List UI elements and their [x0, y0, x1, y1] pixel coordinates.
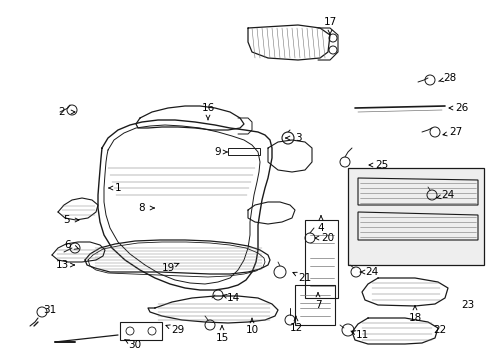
Text: 13: 13 [55, 260, 68, 270]
Text: 22: 22 [432, 325, 446, 335]
Text: 3: 3 [294, 133, 301, 143]
Text: 20: 20 [321, 233, 334, 243]
Text: 12: 12 [289, 323, 302, 333]
Text: 8: 8 [139, 203, 145, 213]
Text: 28: 28 [443, 73, 456, 83]
Text: 19: 19 [161, 263, 174, 273]
Text: 17: 17 [323, 17, 336, 27]
Text: 26: 26 [454, 103, 468, 113]
Text: 14: 14 [226, 293, 239, 303]
Text: 25: 25 [375, 160, 388, 170]
Text: 6: 6 [64, 240, 71, 250]
Text: 9: 9 [214, 147, 221, 157]
Text: 29: 29 [171, 325, 184, 335]
Text: 4: 4 [317, 223, 324, 233]
Text: 2: 2 [59, 107, 65, 117]
Text: 16: 16 [201, 103, 214, 113]
Text: 7: 7 [314, 300, 321, 310]
Text: 23: 23 [461, 300, 474, 310]
Text: 18: 18 [407, 313, 421, 323]
Text: 30: 30 [128, 340, 141, 350]
Text: 24: 24 [365, 267, 378, 277]
Text: 15: 15 [215, 333, 228, 343]
Text: 10: 10 [245, 325, 258, 335]
Text: 1: 1 [115, 183, 121, 193]
Polygon shape [347, 168, 483, 265]
Text: 24: 24 [441, 190, 454, 200]
Text: 27: 27 [448, 127, 462, 137]
Text: 21: 21 [298, 273, 311, 283]
Text: 11: 11 [355, 330, 368, 340]
Text: 31: 31 [43, 305, 57, 315]
Text: 5: 5 [62, 215, 69, 225]
